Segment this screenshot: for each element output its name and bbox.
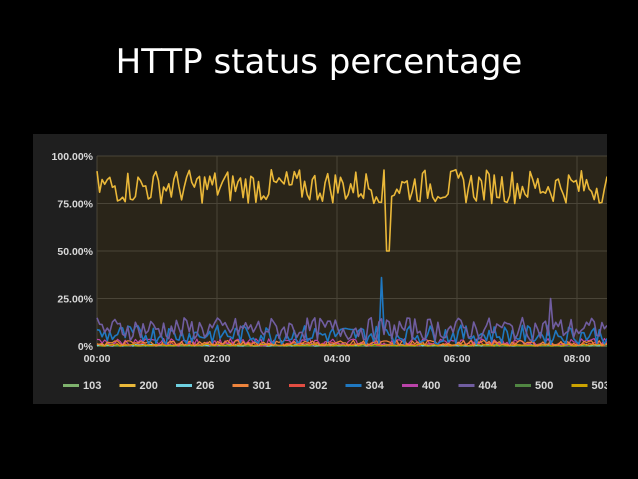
legend: 103 200 206 301 302 304 400 404 500 503: [63, 380, 607, 392]
legend-swatch: [345, 384, 362, 387]
legend-swatch: [176, 384, 192, 387]
y-tick-label: 0%: [78, 341, 94, 353]
slide-title: HTTP status percentage: [115, 42, 523, 82]
y-axis: 0% 25.00% 50.00% 75.00% 100.00%: [52, 151, 94, 353]
y-tick-label: 100.00%: [52, 151, 94, 163]
x-tick-label: 02:00: [204, 353, 231, 365]
series-lines: [96, 168, 607, 347]
legend-label: 302: [309, 380, 327, 392]
legend-swatch: [402, 384, 418, 387]
legend-swatch: [289, 384, 305, 387]
legend-label: 301: [253, 380, 271, 392]
legend-label: 206: [196, 380, 214, 392]
legend-label: 304: [366, 380, 385, 392]
series-line-301: [96, 339, 607, 347]
legend-label: 103: [83, 380, 101, 392]
y-tick-label: 50.00%: [57, 246, 93, 258]
legend-label: 400: [422, 380, 440, 392]
legend-label: 500: [535, 380, 553, 392]
legend-swatch: [571, 384, 588, 387]
legend-label: 404: [479, 380, 498, 392]
legend-label: 503: [592, 380, 608, 392]
chart-panel: 0% 25.00% 50.00% 75.00% 100.00% 00:00 02:00 04…: [33, 134, 607, 404]
legend-swatch: [119, 384, 136, 387]
legend-swatch: [515, 384, 531, 387]
x-tick-label: 08:00: [564, 353, 591, 365]
legend-swatch: [458, 384, 475, 387]
series-line-503: [96, 343, 607, 347]
series-line-404: [96, 297, 607, 342]
legend-label: 200: [140, 380, 158, 392]
legend-swatch: [63, 384, 79, 387]
x-tick-label: 00:00: [84, 353, 111, 365]
x-tick-label: 04:00: [324, 353, 351, 365]
y-tick-label: 25.00%: [57, 294, 93, 306]
legend-swatch: [232, 384, 249, 387]
x-tick-label: 06:00: [444, 353, 471, 365]
series-line-200: [96, 168, 607, 252]
status-chart: 0% 25.00% 50.00% 75.00% 100.00% 00:00 02:00 04…: [52, 151, 607, 392]
x-axis: 00:00 02:00 04:00 06:00 08:00: [84, 353, 591, 365]
y-tick-label: 75.00%: [57, 199, 93, 211]
